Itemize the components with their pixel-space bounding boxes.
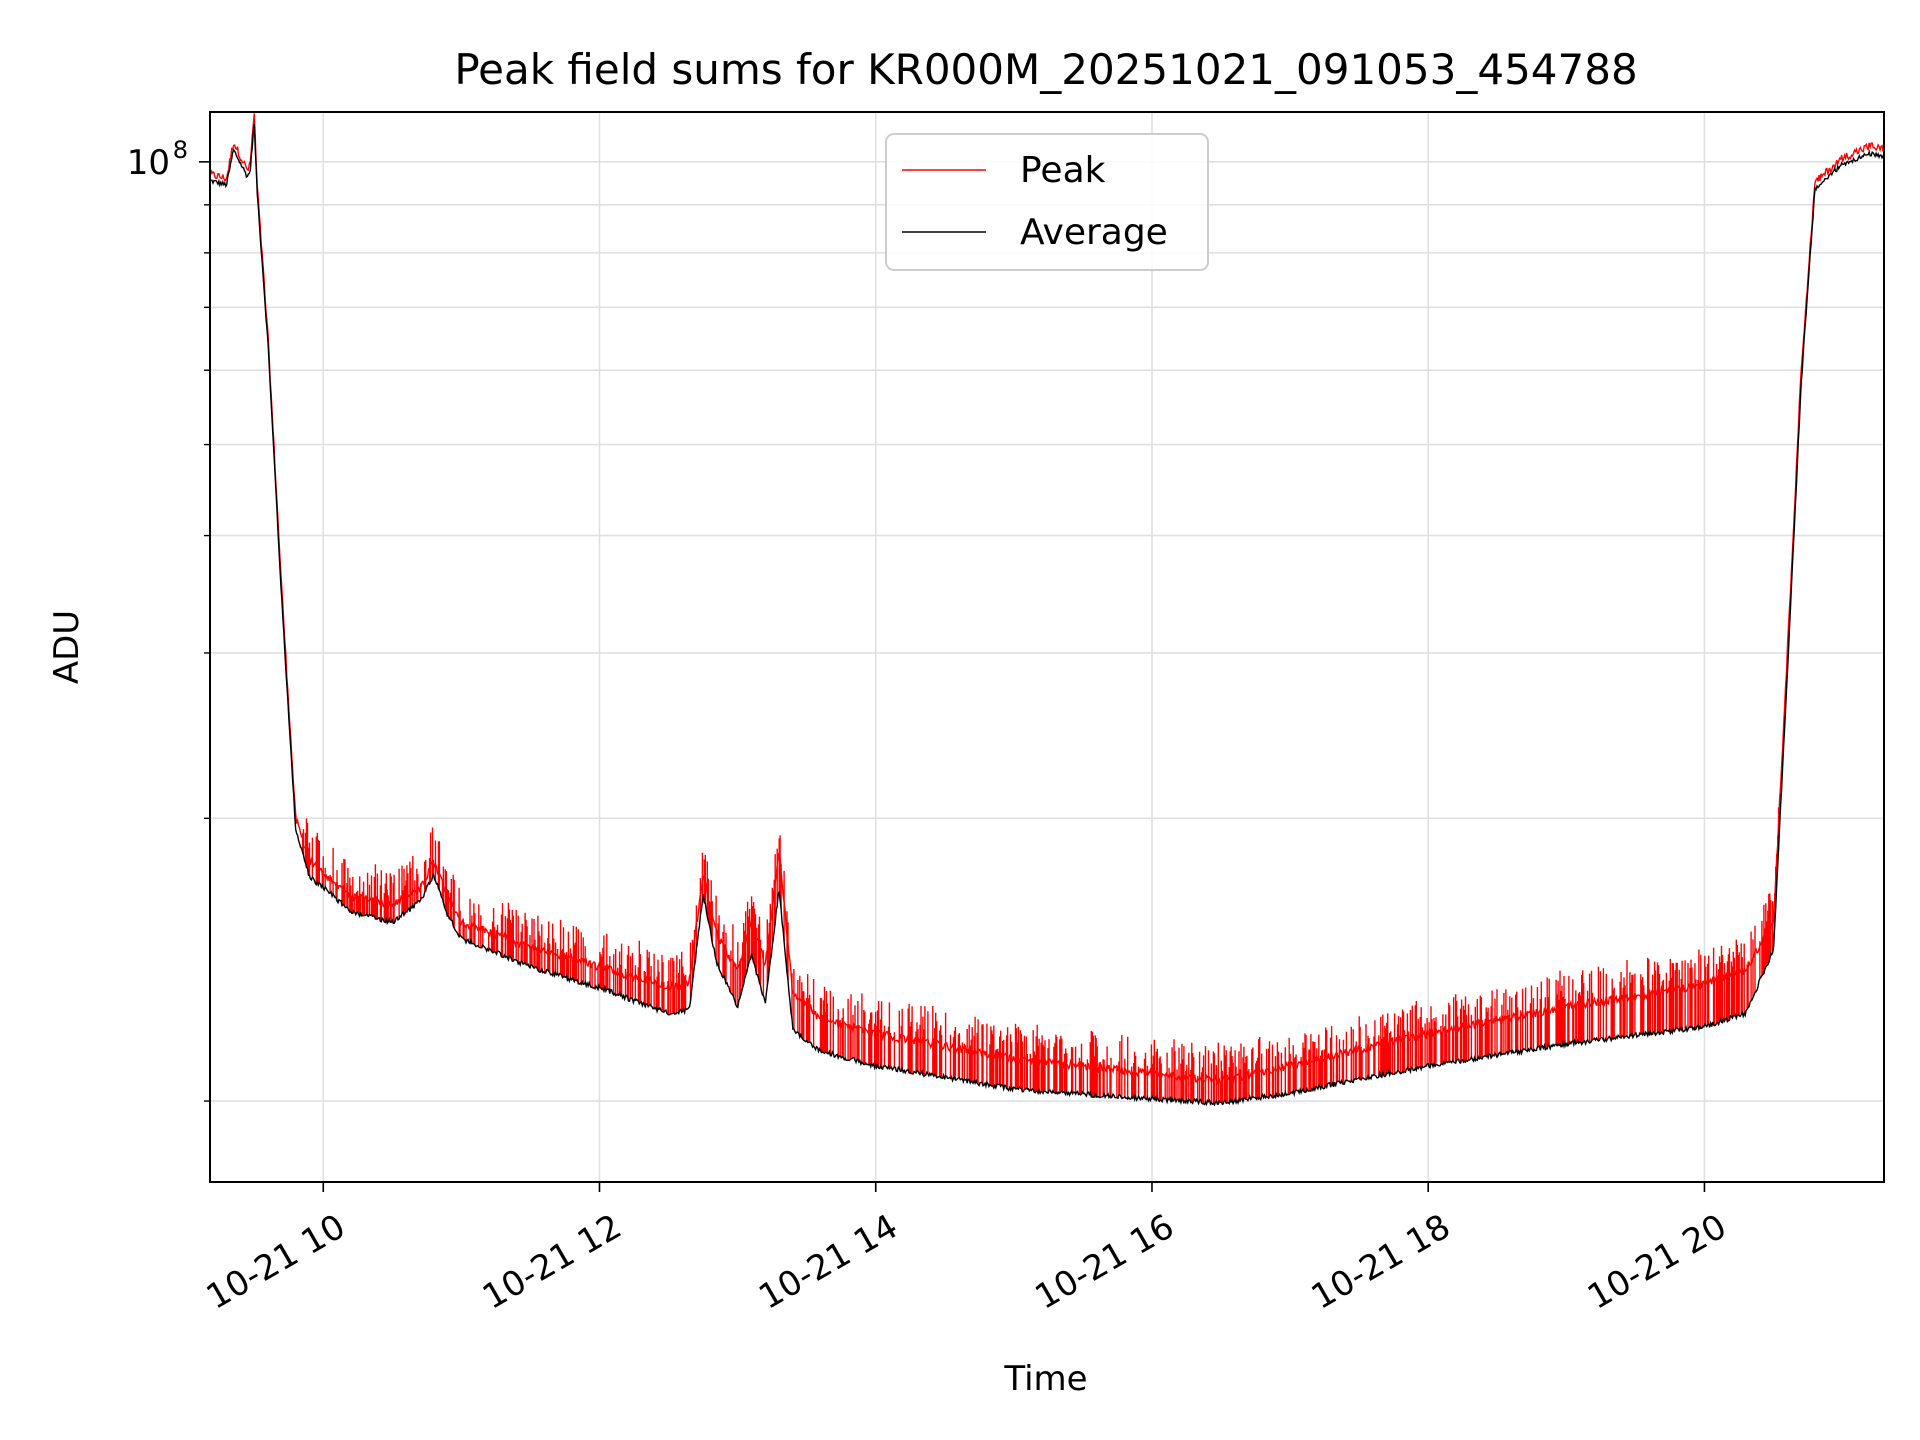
peak-series-line [209, 113, 1885, 1086]
legend: Peak Average [885, 133, 1209, 271]
average-series-line [209, 124, 1885, 1107]
y-tick-label: 10 [127, 143, 170, 183]
legend-box [885, 133, 1209, 271]
y-tick-label-exponent: 8 [173, 136, 188, 164]
legend-peak-label: Peak [1020, 150, 1106, 191]
series-lines [209, 113, 1885, 1107]
legend-average-label: Average [1020, 212, 1168, 253]
y-axis-label: ADU [47, 610, 87, 684]
plot-area-frame [209, 111, 1885, 1183]
x-axis-label: Time [1003, 1359, 1087, 1399]
y-axis: 10 8 [127, 136, 210, 1102]
chart-title: Peak field sums for KR000M_20251021_0910… [454, 45, 1637, 94]
